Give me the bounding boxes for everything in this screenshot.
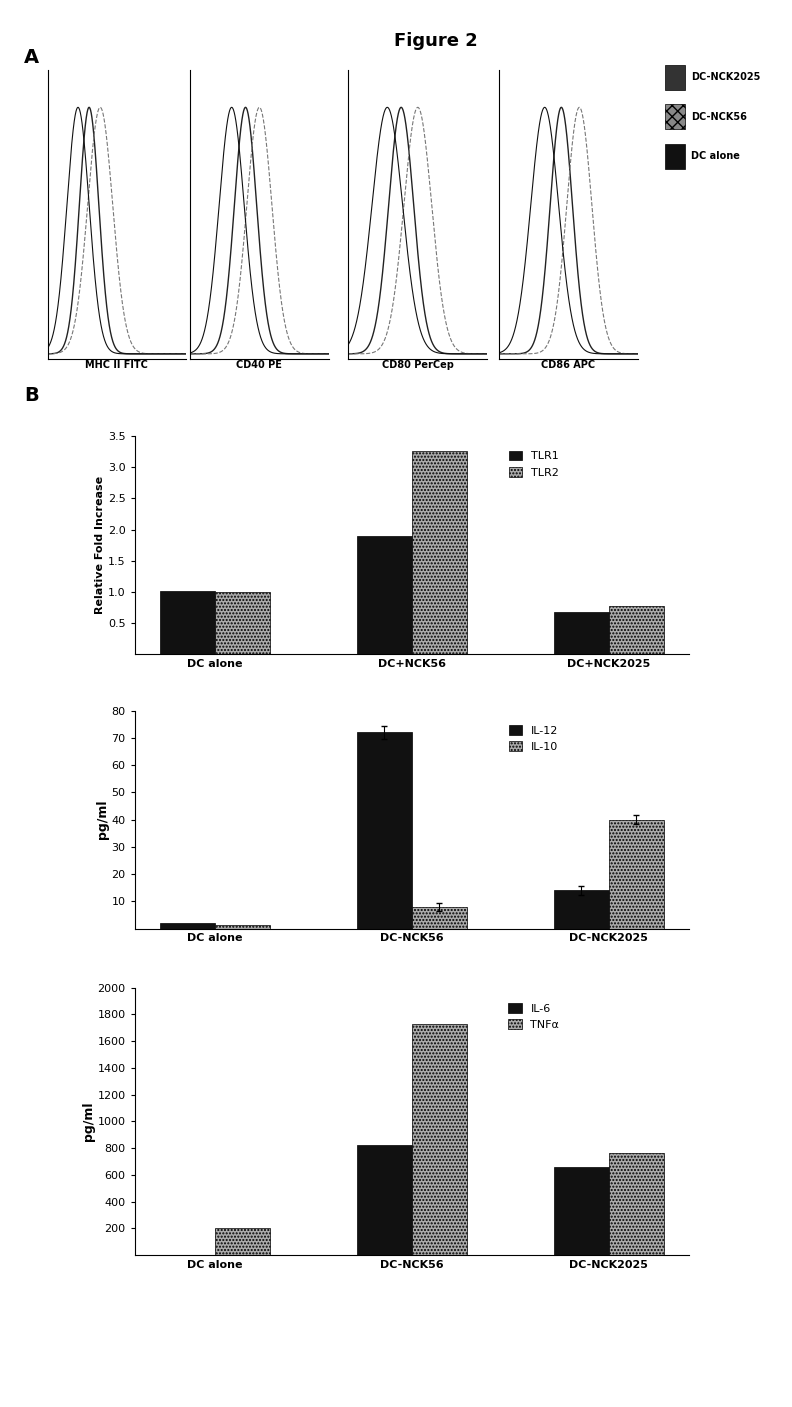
X-axis label: MHC II FITC: MHC II FITC bbox=[86, 360, 148, 370]
Bar bbox=[412, 1024, 467, 1255]
Bar bbox=[215, 924, 270, 929]
Text: DC alone: DC alone bbox=[691, 151, 741, 162]
Text: DC-NCK2025: DC-NCK2025 bbox=[691, 72, 761, 83]
Bar bbox=[609, 1154, 664, 1255]
Bar bbox=[554, 891, 609, 929]
X-axis label: CD40 PE: CD40 PE bbox=[237, 360, 282, 370]
Text: Figure 2: Figure 2 bbox=[394, 32, 478, 51]
Text: A: A bbox=[24, 48, 39, 68]
Text: DC-NCK56: DC-NCK56 bbox=[691, 111, 748, 122]
Legend: TLR1, TLR2: TLR1, TLR2 bbox=[505, 446, 563, 483]
Legend: IL-12, IL-10: IL-12, IL-10 bbox=[505, 720, 563, 757]
Bar bbox=[412, 906, 467, 929]
Y-axis label: Relative Fold Increase: Relative Fold Increase bbox=[95, 476, 105, 615]
Bar bbox=[356, 536, 412, 654]
Y-axis label: pg/ml: pg/ml bbox=[82, 1102, 95, 1141]
Bar bbox=[160, 923, 215, 929]
Bar bbox=[215, 592, 270, 654]
Bar bbox=[554, 1166, 609, 1255]
Bar bbox=[356, 1145, 412, 1255]
Bar bbox=[215, 1228, 270, 1255]
Bar bbox=[356, 732, 412, 929]
X-axis label: CD86 APC: CD86 APC bbox=[541, 360, 596, 370]
Bar bbox=[412, 450, 467, 654]
X-axis label: CD80 PerCep: CD80 PerCep bbox=[382, 360, 454, 370]
Bar bbox=[554, 612, 609, 654]
Bar bbox=[609, 605, 664, 654]
Legend: IL-6, TNFα: IL-6, TNFα bbox=[504, 999, 564, 1034]
Text: B: B bbox=[24, 386, 39, 405]
Bar bbox=[609, 819, 664, 929]
Bar bbox=[160, 591, 215, 654]
Y-axis label: pg/ml: pg/ml bbox=[96, 799, 109, 840]
